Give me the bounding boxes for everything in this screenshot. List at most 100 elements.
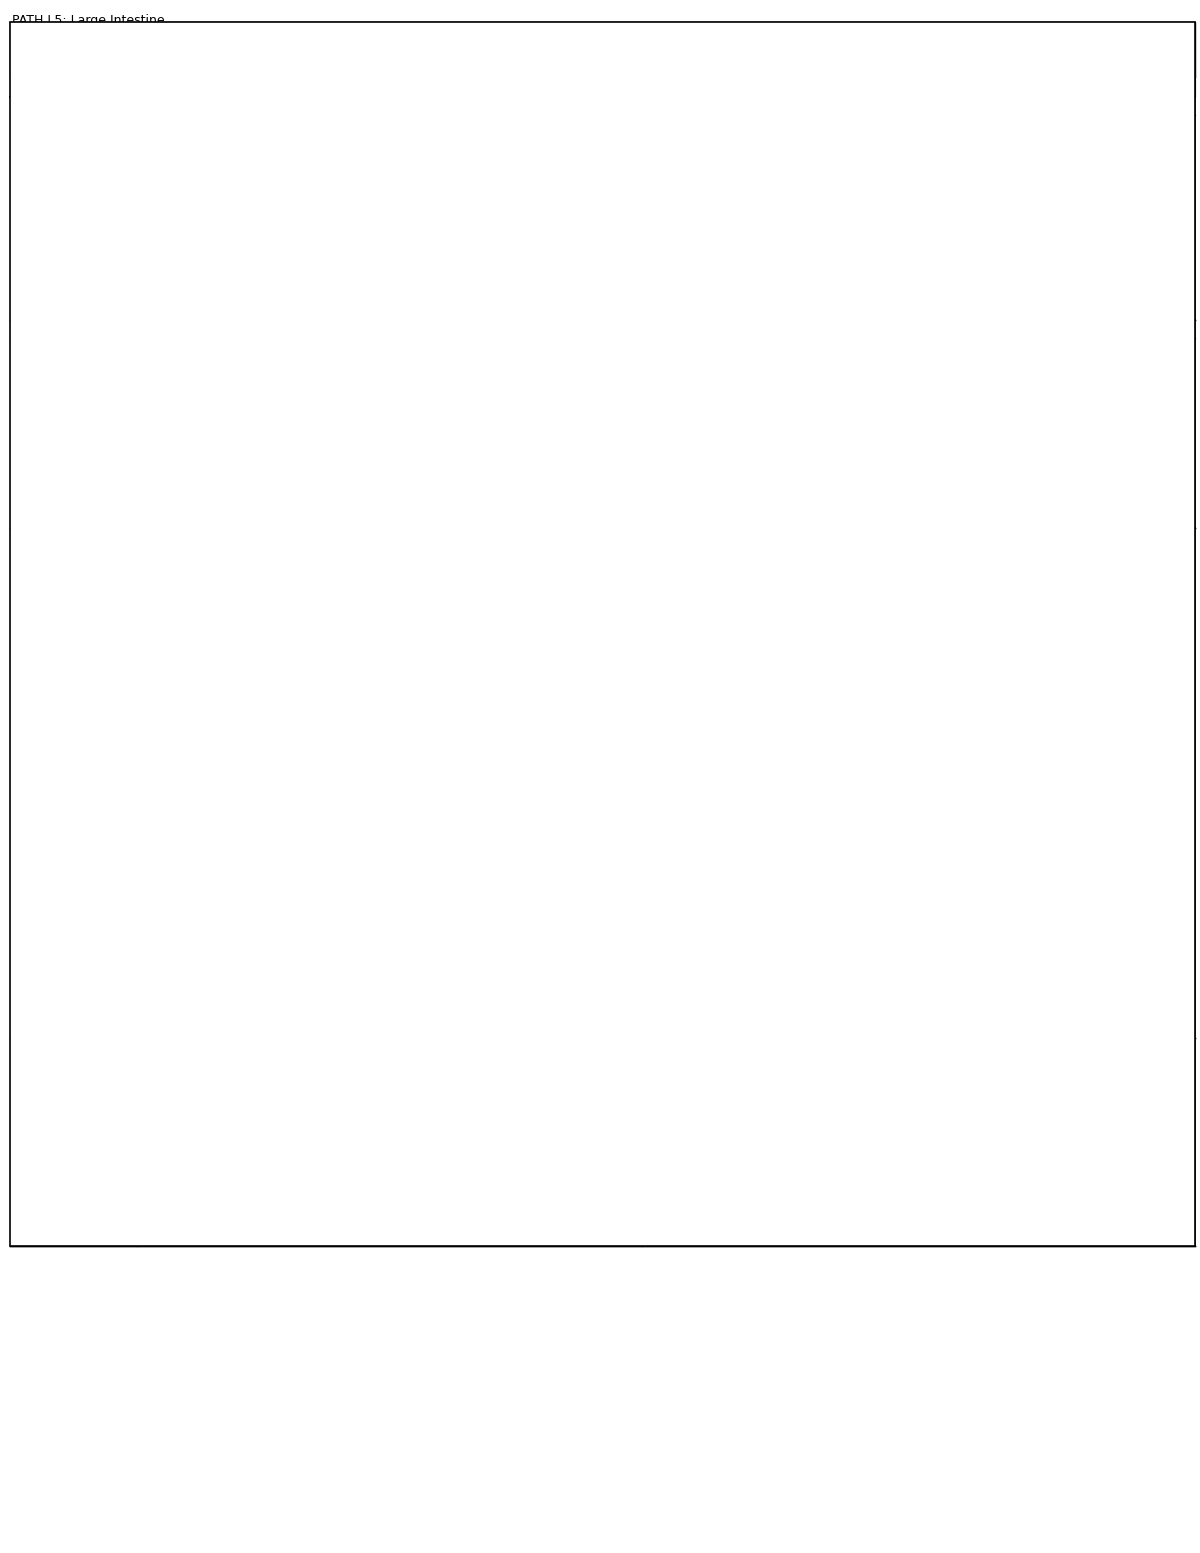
Text: Aphthous ulcers: superficial erosions that are small, well-: Aphthous ulcers: superficial erosions th…: [646, 922, 946, 933]
Text: (remnant of normal mucosa): (remnant of normal mucosa): [312, 907, 462, 916]
Text: chronic architectural Δ crypt abscess: chronic architectural Δ crypt abscess: [200, 558, 392, 567]
Bar: [866, 623, 986, 679]
Text: Histo (rectal suction Bx):: Histo (rectal suction Bx):: [646, 275, 778, 286]
Text: Pathogenesis/Presentation: Pathogenesis/Presentation: [300, 81, 479, 95]
Text: Backwash ileitis: Backwash ileitis: [388, 957, 482, 968]
Text: histo2: histo2: [791, 1059, 812, 1065]
Text: Fat-wrapping: Fat-wrapping: [155, 711, 233, 721]
Text: mucosa between ulcerated regions): mucosa between ulcerated regions): [166, 658, 353, 669]
Text: histo arrows: histo arrows: [664, 747, 706, 753]
Text: Crypt Abscess: Crypt Abscess: [787, 598, 836, 604]
Bar: [767, 116, 857, 162]
Text: Crypts not looking like test tubes: Crypts not looking like test tubes: [155, 811, 328, 822]
Text: Skip lesions: Skip lesions: [155, 711, 217, 721]
Text: (loaded w/ abscesses & cryptitis, NO deep: (loaded w/ abscesses & cryptitis, NO dee…: [270, 969, 491, 980]
Bar: [10, 1037, 1195, 1246]
Text: Dx: Dx: [910, 81, 926, 95]
Text: Pseudopolyp: Pseudopolyp: [1004, 848, 1049, 854]
Bar: [647, 116, 762, 207]
Bar: [902, 717, 986, 783]
Bar: [752, 1041, 852, 1086]
Text: histo3: histo3: [906, 1059, 928, 1065]
Bar: [10, 528, 1195, 1037]
Text: NO VILLI, Straight Crypts, Few lymphocytes,: NO VILLI, Straight Crypts, Few lymphocyt…: [473, 53, 721, 64]
Bar: [12, 627, 134, 683]
Text: histo images: histo images: [922, 67, 967, 73]
Text: –↑ intraepithelial lymphocytes in mucosa & mucin: –↑ intraepithelial lymphocytes in mucosa…: [270, 1084, 538, 1093]
Text: Transmural: Transmural: [745, 747, 784, 753]
Text: Microscopic Findings:: Microscopic Findings:: [140, 749, 275, 758]
Text: Strictures: Strictures: [155, 671, 214, 682]
Text: Toxin A increases mucosal permeability & fluid secretion: Toxin A increases mucosal permeability &…: [160, 430, 455, 439]
Bar: [647, 530, 757, 620]
Text: UC diagram: UC diagram: [862, 870, 902, 876]
Text: Continuous: Continuous: [335, 882, 401, 891]
Text: Fissures: Fissures: [155, 736, 197, 745]
Text: Differ Dx distribution, depth inflam, extra-colonic manifestations: Differ Dx distribution, depth inflam, ex…: [185, 570, 593, 579]
Text: SIMILAR GROSSLY- patchy: SIMILAR GROSSLY- patchy: [140, 1146, 274, 1155]
Text: 1/5000 births – 10% Assoc Down Sx & Chagas (acquired): 1/5000 births – 10% Assoc Down Sx & Chag…: [170, 160, 467, 169]
Text: (completely thru): (completely thru): [222, 609, 323, 620]
Text: Histo:: Histo:: [646, 455, 679, 466]
Text: *Dx of exclusion: *Dx of exclusion: [14, 690, 88, 699]
Bar: [802, 823, 962, 922]
Text: histo PSM: histo PSM: [790, 385, 824, 390]
Bar: [10, 96, 1195, 115]
Text: Tx:: Tx:: [190, 188, 208, 197]
Text: Ulcer: Ulcer: [1018, 901, 1036, 905]
Text: NO PMNs!: NO PMNs!: [700, 53, 763, 64]
Text: (can: (can: [443, 132, 466, 141]
Text: Normal histo: Normal histo: [790, 137, 834, 143]
Text: gross colon: gross colon: [685, 158, 725, 165]
Text: volcanic like ulcers: volcanic like ulcers: [684, 455, 797, 466]
Text: genetic associations too (RET gene ?): genetic associations too (RET gene ?): [208, 200, 404, 210]
Text: Crohns diagram: Crohns diagram: [695, 870, 750, 876]
Text: CONGENITAL: CONGENITAL: [562, 99, 642, 112]
Text: Achalasia”, mucosa grossly normal: Achalasia”, mucosa grossly normal: [646, 262, 828, 272]
Text: Disorder: Disorder: [44, 81, 102, 95]
Text: - risk CA depends on extent & duration: - risk CA depends on extent & duration: [140, 994, 347, 1005]
Text: Pseudo-polyps: Pseudo-polyps: [212, 907, 298, 916]
Text: UC histo: UC histo: [797, 550, 827, 556]
Text: fibrin/mucin→ prolonged necrosis: fibrin/mucin→ prolonged necrosis: [140, 354, 314, 365]
Text: Secretory D w/o wt loss: Secretory D w/o wt loss: [342, 1054, 481, 1064]
Text: Autoimmune Chronic colitis – Lymphocytic or Collagenous: Autoimmune Chronic colitis – Lymphocytic…: [238, 1042, 540, 1051]
Text: Ulcerative Colitis: Ulcerative Colitis: [140, 870, 253, 882]
Text: Histo: (sample: Histo: (sample: [646, 533, 721, 542]
Text: below surface epithelium (wrapping capillaries, stripping: below surface epithelium (wrapping capil…: [238, 1121, 539, 1131]
Text: Normal: Normal: [797, 163, 827, 172]
Text: Lymphocytic Colitis: Lymphocytic Colitis: [140, 1084, 241, 1093]
Text: fat wrapping: fat wrapping: [905, 648, 949, 654]
Text: (Small, delineated) → "bear claw" ulcers: (Small, delineated) → "bear claw" ulcers: [258, 634, 468, 644]
Text: epithelium): epithelium): [140, 1134, 200, 1143]
Text: epithelial cells: epithelial cells: [646, 595, 720, 604]
Text: - Crypt abscess- PMNs: - Crypt abscess- PMNs: [646, 607, 761, 617]
Bar: [752, 1089, 852, 1135]
Text: If left untreated, can lead to full-thickness necrosis.: If left untreated, can lead to full-thic…: [646, 480, 914, 491]
Text: histological Δ: histological Δ: [380, 1067, 450, 1076]
Text: PATH L5: Large Intestine: PATH L5: Large Intestine: [12, 14, 164, 26]
Bar: [10, 22, 1195, 78]
Text: 1ᵗ rectum→ prox w/in colon→: 1ᵗ rectum→ prox w/in colon→: [140, 882, 293, 891]
Bar: [866, 530, 986, 620]
Text: depletion, NO crypt distortion; can look like Celiac: depletion, NO crypt distortion; can look…: [140, 1096, 403, 1106]
Text: , PCR, EIA, Latex agglutination: , PCR, EIA, Latex agglutination: [218, 391, 377, 402]
Text: Infectious Colitis
Abx-Assoc
(PSM): Infectious Colitis Abx-Assoc (PSM): [20, 393, 126, 426]
Text: delineated, lesions amidst normal mucosa: delineated, lesions amidst normal mucosa: [646, 936, 866, 946]
Text: Patchy w/ SKIP Lesions: Patchy w/ SKIP Lesions: [370, 596, 514, 607]
Text: Histology: Mucosa (E, Crypts w/in LP, MM), Submucosa, ME w/ tinea coli, Serosa: Histology: Mucosa (E, Crypts w/in LP, MM…: [390, 40, 804, 50]
Text: Thinning +: Thinning +: [140, 907, 200, 916]
Text: Hirschsprung
Disease: Hirschsprung Disease: [31, 183, 115, 205]
Bar: [808, 717, 898, 783]
Text: move proximally): move proximally): [140, 144, 230, 154]
Text: - Chronic inflammatory infiltrates- neutrophils in crypts & b/w: - Chronic inflammatory infiltrates- neut…: [646, 582, 967, 592]
Text: fissures, aphthous ulcers, or granulomas: fissures, aphthous ulcers, or granulomas: [155, 981, 368, 992]
Bar: [647, 717, 722, 783]
Text: (barium: string sign),: (barium: string sign),: [220, 671, 334, 682]
Text: Diarrhea (not always bloody), AP: Diarrhea (not always bloody), AP: [140, 823, 311, 834]
Bar: [727, 717, 802, 783]
Text: histo 3: histo 3: [690, 665, 714, 671]
Text: Any area of GIT (esp ileum)→: Any area of GIT (esp ileum)→: [155, 596, 340, 607]
Bar: [857, 1041, 977, 1086]
Text: Gross Resection Findings:: Gross Resection Findings:: [140, 686, 302, 696]
